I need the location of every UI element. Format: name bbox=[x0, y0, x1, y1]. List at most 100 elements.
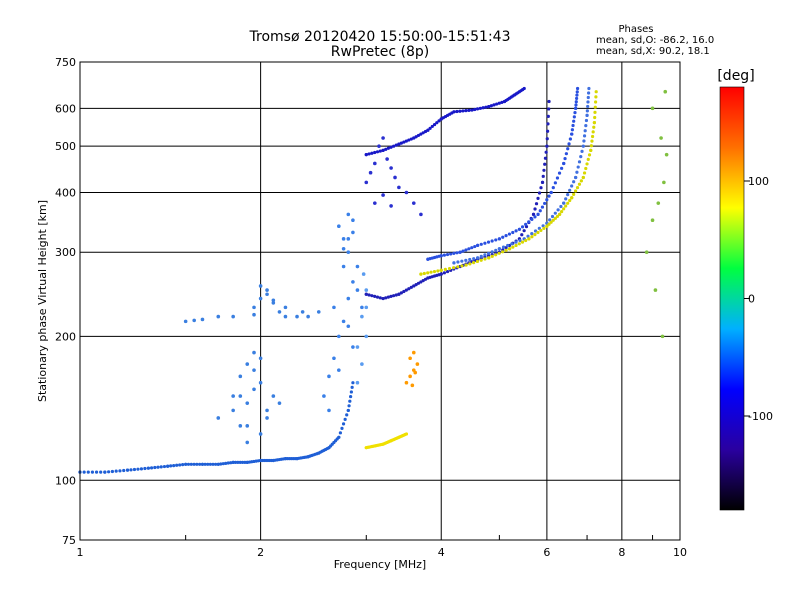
data-point bbox=[573, 111, 577, 115]
data-point bbox=[103, 470, 107, 474]
data-point bbox=[426, 271, 430, 275]
data-point bbox=[504, 248, 508, 252]
data-point bbox=[86, 470, 90, 474]
data-point bbox=[172, 463, 176, 468]
data-point bbox=[490, 239, 494, 243]
data-point bbox=[385, 157, 389, 161]
data-point bbox=[322, 394, 326, 398]
data-point bbox=[549, 220, 553, 224]
data-point bbox=[501, 235, 505, 239]
data-point bbox=[486, 240, 491, 244]
data-point bbox=[490, 250, 494, 254]
data-point bbox=[183, 319, 188, 324]
data-point bbox=[582, 171, 587, 175]
data-point bbox=[373, 294, 377, 298]
data-point bbox=[389, 166, 393, 170]
data-point bbox=[219, 462, 223, 466]
data-point bbox=[570, 196, 574, 200]
data-point bbox=[265, 288, 269, 292]
data-point bbox=[550, 214, 555, 219]
data-point bbox=[404, 432, 409, 436]
data-point bbox=[575, 96, 579, 101]
colorbar-tick-label: 0 bbox=[748, 293, 755, 306]
data-point bbox=[586, 95, 590, 100]
data-point bbox=[258, 296, 263, 301]
data-point bbox=[546, 122, 550, 126]
data-point bbox=[439, 268, 443, 272]
data-point bbox=[341, 246, 346, 251]
x-axis-label: Frequency [MHz] bbox=[334, 558, 426, 571]
data-point bbox=[582, 139, 586, 143]
data-point bbox=[464, 258, 468, 262]
data-point bbox=[530, 235, 534, 239]
data-point bbox=[464, 248, 468, 252]
data-point bbox=[435, 121, 439, 125]
data-point bbox=[375, 295, 380, 299]
data-point bbox=[445, 269, 450, 274]
data-point bbox=[402, 289, 406, 294]
data-point bbox=[378, 296, 382, 300]
data-point bbox=[381, 148, 385, 152]
data-point bbox=[408, 356, 412, 361]
data-point bbox=[549, 190, 553, 195]
data-point bbox=[508, 247, 512, 251]
data-point bbox=[252, 312, 256, 317]
data-point bbox=[585, 109, 589, 113]
data-point bbox=[537, 191, 542, 195]
data-point bbox=[581, 175, 585, 180]
data-point bbox=[662, 180, 666, 185]
data-point bbox=[524, 238, 528, 243]
x-tick-label: 1 bbox=[77, 546, 84, 559]
data-point bbox=[520, 240, 525, 244]
data-point bbox=[442, 271, 446, 275]
data-point bbox=[200, 317, 205, 322]
data-point bbox=[349, 394, 353, 399]
data-point bbox=[659, 136, 663, 140]
data-point bbox=[350, 385, 354, 389]
data-point bbox=[574, 106, 578, 110]
data-point bbox=[566, 192, 570, 197]
data-point bbox=[530, 232, 534, 236]
data-point bbox=[570, 132, 574, 136]
data-point bbox=[518, 238, 522, 243]
data-point bbox=[461, 109, 465, 113]
data-point bbox=[397, 185, 401, 190]
data-point bbox=[555, 214, 560, 218]
data-point bbox=[346, 408, 350, 413]
y-axis-label: Stationary phase Virtual Height [km] bbox=[36, 200, 49, 402]
data-point bbox=[283, 457, 288, 461]
data-point bbox=[439, 254, 443, 258]
data-point bbox=[245, 362, 250, 366]
data-point bbox=[414, 283, 418, 287]
data-point bbox=[258, 356, 263, 361]
data-point bbox=[414, 135, 418, 139]
data-point bbox=[445, 252, 450, 257]
data-point bbox=[404, 190, 409, 195]
data-point bbox=[203, 462, 207, 466]
data-point bbox=[132, 467, 137, 472]
data-point bbox=[586, 104, 590, 109]
colorbar-ticks: 100 0 -100 bbox=[744, 175, 773, 423]
data-point bbox=[373, 161, 377, 166]
data-point bbox=[373, 444, 377, 448]
data-point bbox=[377, 144, 381, 148]
x-tick-label: 10 bbox=[673, 546, 687, 559]
data-point bbox=[271, 298, 276, 303]
data-point bbox=[283, 314, 288, 319]
data-point bbox=[583, 129, 587, 133]
data-point bbox=[343, 417, 347, 421]
data-point bbox=[585, 113, 589, 117]
data-point bbox=[238, 460, 242, 464]
data-point bbox=[327, 446, 331, 450]
data-point bbox=[346, 250, 351, 255]
data-point bbox=[587, 86, 591, 91]
data-point bbox=[484, 105, 488, 109]
data-point bbox=[512, 93, 517, 97]
data-point bbox=[226, 461, 230, 465]
data-point bbox=[574, 103, 578, 107]
data-point bbox=[162, 464, 167, 469]
data-point bbox=[572, 180, 576, 184]
data-point bbox=[378, 149, 382, 153]
data-point bbox=[546, 114, 550, 119]
data-point bbox=[502, 99, 507, 104]
